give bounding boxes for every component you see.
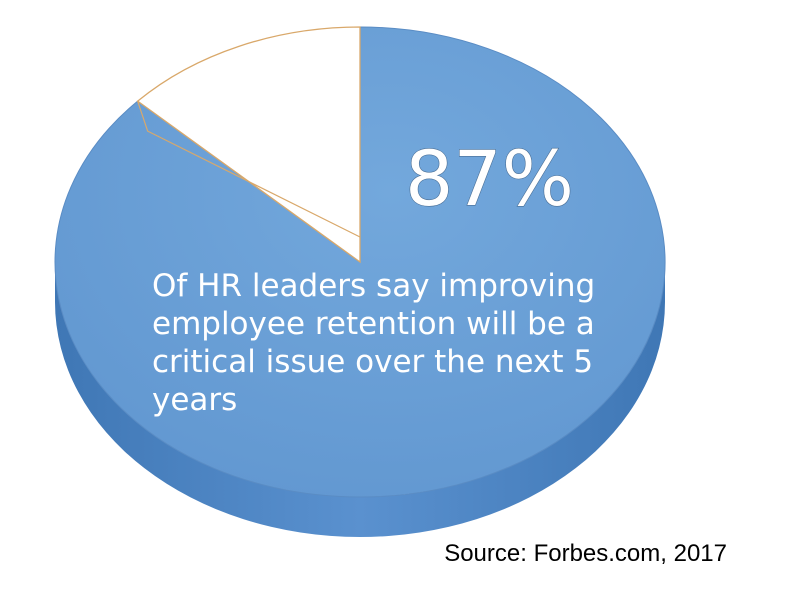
pie-slice-minor-edge (137, 100, 361, 238)
annotation-line: critical issue over the next 5 (152, 344, 593, 380)
annotation-line: Of HR leaders say improving (152, 268, 595, 304)
annotation-line: employee retention will be a (152, 306, 595, 342)
annotation-line: years (152, 382, 237, 418)
source-text: Source: Forbes.com, 2017 (444, 540, 727, 567)
slice-value-label: 87% (405, 134, 574, 223)
pie-side (55, 262, 665, 537)
pie-slice-minor (136, 26, 361, 264)
pie-group (54, 26, 666, 537)
